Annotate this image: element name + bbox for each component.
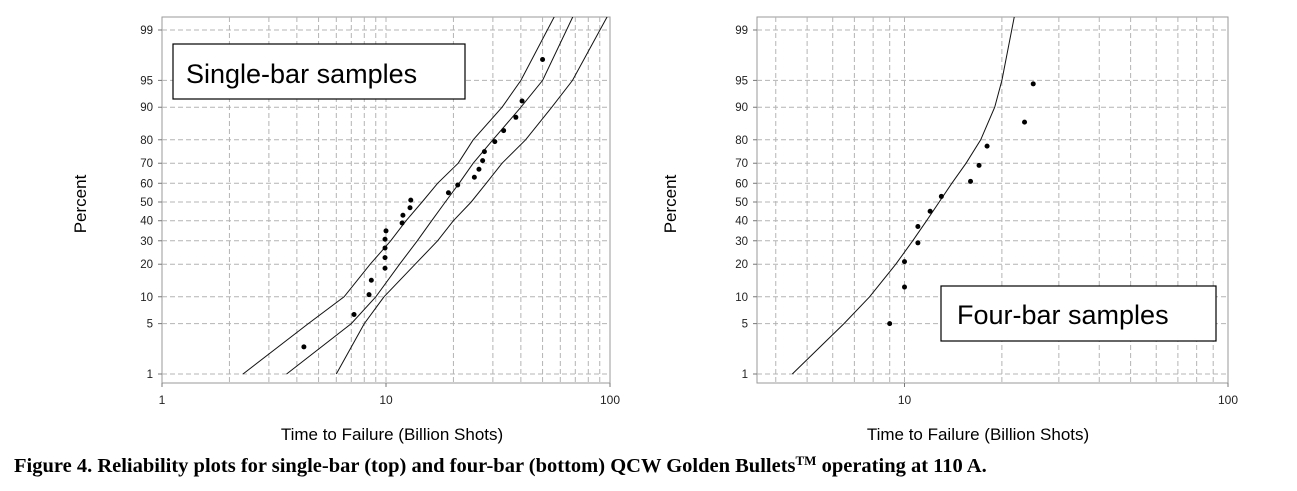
confidence-bounds-four-bar (791, 17, 1015, 375)
y-tick-label: 30 (140, 236, 153, 248)
annotation-single-bar: Single-bar samples (186, 59, 417, 89)
caption-superscript: TM (795, 453, 817, 468)
y-tick-label: 95 (140, 75, 153, 87)
y-tick-label: 20 (140, 259, 153, 271)
data-point (471, 174, 477, 180)
x-tick-label: 10 (898, 393, 912, 407)
data-point (382, 236, 388, 242)
y-tick-label: 95 (735, 75, 748, 87)
data-point (938, 193, 944, 199)
confidence-curve-upper (242, 17, 555, 375)
y-tick-label: 90 (735, 102, 748, 114)
y-tick-label: 50 (735, 197, 748, 209)
data-point (540, 57, 546, 63)
data-point (915, 240, 921, 246)
data-point (901, 259, 907, 265)
data-point (1030, 81, 1036, 87)
data-point (476, 166, 482, 172)
annotation-frame (940, 285, 1217, 342)
figure-caption: Figure 4. Reliability plots for single-b… (14, 453, 1294, 478)
confidence-bounds-single-bar (242, 17, 608, 375)
x-axis-label-single-bar: Time to Failure (Billion Shots) (281, 425, 503, 444)
y-tick-label: 30 (735, 236, 748, 248)
data-point (382, 255, 388, 261)
data-points-single-bar (301, 57, 546, 350)
x-tick-label: 10 (379, 393, 393, 407)
data-point (901, 284, 907, 290)
data-point (915, 224, 921, 230)
data-points-four-bar (887, 81, 1036, 327)
annotation-box-four-bar: Four-bar samples (940, 285, 1217, 342)
data-point (984, 143, 990, 149)
data-point (1022, 119, 1028, 125)
y-tick-label: 5 (742, 319, 748, 331)
annotation-four-bar: Four-bar samples (957, 300, 1169, 330)
y-tick-label: 99 (140, 25, 153, 37)
data-point (492, 139, 498, 145)
data-point (927, 208, 933, 214)
tick-labels-single-bar: 1 5 10 20 30 40 50 60 70 80 90 95 99 1 10 100 (140, 25, 620, 407)
y-tick-label: 5 (147, 319, 153, 331)
data-point (382, 245, 388, 251)
chart-four-bar: 1 5 10 20 30 40 50 60 70 80 90 95 99 10 100 Four-bar s… (661, 16, 1238, 444)
y-tick-label: 70 (140, 158, 153, 170)
y-tick-label: 70 (735, 158, 748, 170)
data-point (351, 312, 357, 318)
data-point (513, 114, 519, 120)
y-tick-label: 40 (735, 216, 748, 228)
data-point (480, 158, 486, 164)
data-point (400, 212, 406, 218)
caption-suffix: operating at 110 A. (816, 455, 987, 477)
tick-labels-four-bar: 1 5 10 20 30 40 50 60 70 80 90 95 99 10 100 (735, 25, 1238, 407)
data-point (481, 149, 487, 155)
annotation-frame (172, 43, 466, 100)
y-tick-label: 80 (735, 135, 748, 147)
data-point (968, 178, 974, 184)
y-tick-label: 60 (140, 178, 153, 190)
y-tick-label: 10 (140, 292, 153, 304)
data-point (887, 321, 893, 327)
confidence-curve-fit (286, 17, 574, 375)
data-point (519, 98, 525, 104)
y-tick-label: 1 (742, 369, 748, 381)
y-tick-label: 40 (140, 216, 153, 228)
y-tick-label: 10 (735, 292, 748, 304)
data-point (383, 228, 389, 234)
data-point (501, 128, 507, 134)
data-point (368, 277, 374, 283)
y-tick-label: 90 (140, 102, 153, 114)
x-tick-label: 100 (600, 393, 620, 407)
data-point (382, 265, 388, 271)
data-point (455, 182, 461, 188)
confidence-curve-lower (335, 17, 608, 375)
annotation-box-single-bar: Single-bar samples (172, 43, 466, 100)
x-tick-label: 100 (1218, 393, 1238, 407)
data-point (399, 220, 405, 226)
y-tick-label: 20 (735, 259, 748, 271)
data-point (301, 344, 307, 350)
data-point (445, 190, 451, 196)
y-tick-label: 1 (147, 369, 153, 381)
y-tick-label: 80 (140, 135, 153, 147)
data-point (976, 162, 982, 168)
y-tick-label: 99 (735, 25, 748, 37)
caption-text: Figure 4. Reliability plots for single-b… (14, 455, 796, 477)
x-tick-label: 1 (159, 393, 166, 407)
y-tick-label: 50 (140, 197, 153, 209)
y-axis-label-single-bar: Percent (71, 174, 90, 233)
chart-single-bar: 1 5 10 20 30 40 50 60 70 80 90 95 99 1 10 100 Single-ba… (71, 16, 620, 444)
confidence-curve-upper (791, 17, 1015, 375)
data-point (408, 197, 414, 203)
y-axis-label-four-bar: Percent (661, 174, 680, 233)
x-axis-label-four-bar: Time to Failure (Billion Shots) (867, 425, 1089, 444)
data-point (407, 205, 413, 211)
y-tick-label: 60 (735, 178, 748, 190)
data-point (366, 292, 372, 298)
